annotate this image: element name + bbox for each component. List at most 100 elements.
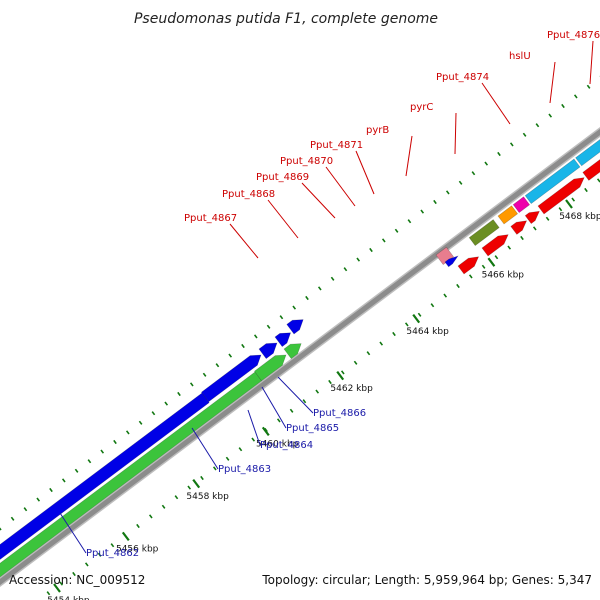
tick-dot bbox=[315, 389, 320, 394]
tick-dot-upper bbox=[573, 94, 578, 99]
tick-dot bbox=[468, 274, 473, 279]
gene-label-bottom-1: Pput_4863 bbox=[218, 464, 271, 475]
label-leader-bottom-1 bbox=[191, 427, 219, 470]
tick-dot-upper bbox=[189, 382, 194, 387]
tick-dot-upper bbox=[356, 257, 361, 262]
tick-dot-upper bbox=[228, 353, 233, 358]
cds-forward-other-b bbox=[253, 354, 287, 382]
gene-label-bottom-4: Pput_4866 bbox=[313, 408, 366, 419]
tick-dot-upper bbox=[497, 151, 501, 157]
cds-forward-other-c bbox=[283, 343, 302, 360]
tick-dot-upper bbox=[138, 420, 143, 425]
cds-pput-4864 bbox=[258, 342, 278, 360]
tick-dot bbox=[417, 312, 422, 317]
tick-dot-upper bbox=[253, 334, 258, 339]
tick-dot bbox=[507, 245, 512, 250]
gene-label-top-6: pyrC bbox=[410, 102, 433, 113]
tick-dot bbox=[392, 331, 396, 337]
tick-dot bbox=[110, 543, 115, 548]
label-leader-0 bbox=[229, 223, 259, 259]
tick-dot-upper bbox=[407, 219, 412, 224]
tick-dot-upper bbox=[0, 527, 2, 531]
tick-dot-upper bbox=[61, 478, 66, 483]
major-tick bbox=[53, 583, 61, 593]
cds-pyrc-rev bbox=[582, 159, 600, 181]
tick-dot bbox=[174, 495, 179, 500]
track-layer bbox=[0, 75, 600, 596]
tick-dot-upper bbox=[458, 180, 463, 185]
tick-dot-upper bbox=[241, 343, 245, 349]
tick-dot bbox=[72, 571, 76, 577]
cds-pput-4863 bbox=[200, 354, 262, 403]
tick-dot-upper bbox=[561, 103, 565, 109]
tick-dot bbox=[148, 514, 153, 519]
tick-dot bbox=[238, 447, 243, 452]
tick-label-5: 5464 kbp bbox=[406, 327, 449, 337]
label-leader-bottom-3 bbox=[261, 386, 287, 429]
tick-dot bbox=[340, 370, 345, 375]
tick-dot bbox=[212, 466, 217, 471]
tick-dot bbox=[289, 408, 294, 413]
cds-pput-4870-rev bbox=[524, 210, 540, 225]
tick-dot-upper bbox=[317, 286, 322, 291]
tick-dot bbox=[456, 283, 460, 289]
tick-dot-upper bbox=[343, 267, 348, 272]
tick-dot-upper bbox=[330, 276, 335, 281]
tick-dot-upper bbox=[87, 459, 92, 464]
tick-dot-upper bbox=[279, 315, 284, 320]
cds-pput-4866 bbox=[286, 319, 304, 335]
gene-label-top-9: Pput_4876 bbox=[547, 30, 600, 41]
label-leader-5 bbox=[405, 135, 413, 177]
tick-dot-upper bbox=[113, 439, 117, 445]
label-leader-bottom-2 bbox=[247, 409, 261, 446]
tick-dot bbox=[187, 485, 192, 490]
label-leader-4 bbox=[355, 150, 375, 195]
tick-dot bbox=[443, 293, 448, 298]
tick-dot bbox=[276, 418, 281, 423]
gene-label-top-2: Pput_4869 bbox=[256, 172, 309, 183]
tick-dot-upper bbox=[394, 228, 399, 233]
tick-dot-upper bbox=[484, 161, 489, 166]
cds-pyrc bbox=[575, 139, 600, 167]
gene-label-bottom-3: Pput_4865 bbox=[286, 423, 339, 434]
label-leader-9 bbox=[589, 40, 594, 85]
label-leader-3 bbox=[325, 166, 356, 207]
gene-label-top-4: Pput_4871 bbox=[310, 140, 363, 151]
tick-dot-upper bbox=[509, 142, 514, 147]
tick-dot-upper bbox=[164, 401, 169, 406]
major-tick bbox=[336, 370, 345, 381]
tick-dot bbox=[558, 207, 563, 212]
tick-dot bbox=[328, 379, 332, 385]
tick-dot bbox=[430, 303, 435, 308]
label-leader-2 bbox=[301, 182, 336, 219]
cds-pput-4869-rev bbox=[510, 220, 528, 235]
tick-dot-upper bbox=[177, 391, 181, 397]
tick-dot-upper bbox=[548, 113, 553, 118]
cds-pyrb-rev bbox=[537, 177, 585, 215]
cds-pput-4867-rev bbox=[457, 256, 480, 275]
tick-dot-upper bbox=[23, 507, 28, 512]
tick-dot bbox=[481, 264, 486, 269]
label-leader-bottom-0 bbox=[59, 512, 87, 554]
cds-pput-4865 bbox=[274, 332, 292, 348]
label-leader-8 bbox=[549, 61, 556, 104]
tick-label-4: 5462 kbp bbox=[330, 384, 373, 394]
tick-dot-upper bbox=[100, 449, 105, 454]
cds-pput-4862 bbox=[0, 392, 210, 560]
tick-dot bbox=[46, 591, 51, 596]
gene-label-top-1: Pput_4868 bbox=[222, 189, 275, 200]
tick-dot bbox=[84, 562, 89, 567]
tick-dot-upper bbox=[125, 430, 130, 435]
tick-dot-upper bbox=[381, 238, 386, 243]
major-tick bbox=[487, 257, 496, 267]
tick-dot-upper bbox=[535, 123, 540, 128]
tick-dot bbox=[404, 322, 409, 327]
tick-dot-upper bbox=[433, 199, 437, 205]
tick-dot bbox=[520, 235, 524, 241]
tick-dot-upper bbox=[445, 190, 450, 195]
tick-dot bbox=[200, 475, 204, 481]
tick-dot bbox=[571, 197, 576, 202]
cds-pput-4869 bbox=[497, 205, 519, 225]
gene-label-top-3: Pput_4870 bbox=[280, 156, 333, 167]
cds-pput-4867-blue bbox=[444, 255, 459, 268]
